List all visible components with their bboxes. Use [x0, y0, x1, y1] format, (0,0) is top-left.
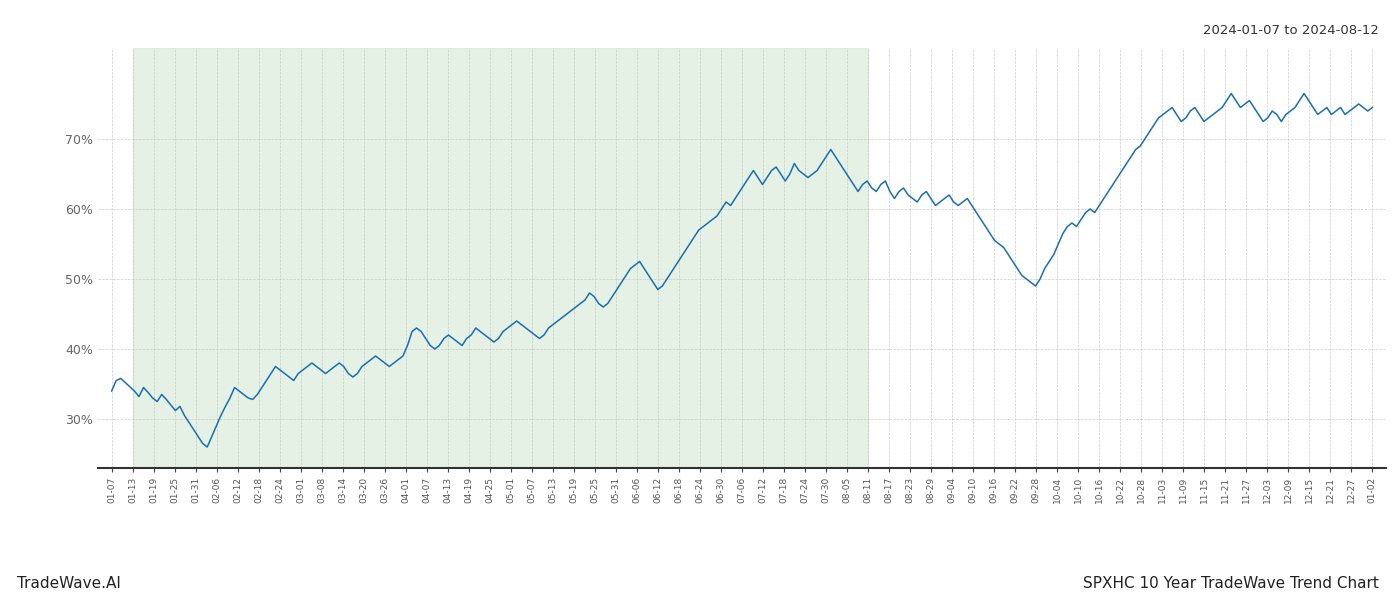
Text: 2024-01-07 to 2024-08-12: 2024-01-07 to 2024-08-12	[1203, 24, 1379, 37]
Text: SPXHC 10 Year TradeWave Trend Chart: SPXHC 10 Year TradeWave Trend Chart	[1084, 576, 1379, 591]
Text: TradeWave.AI: TradeWave.AI	[17, 576, 120, 591]
Bar	[133, 48, 868, 468]
